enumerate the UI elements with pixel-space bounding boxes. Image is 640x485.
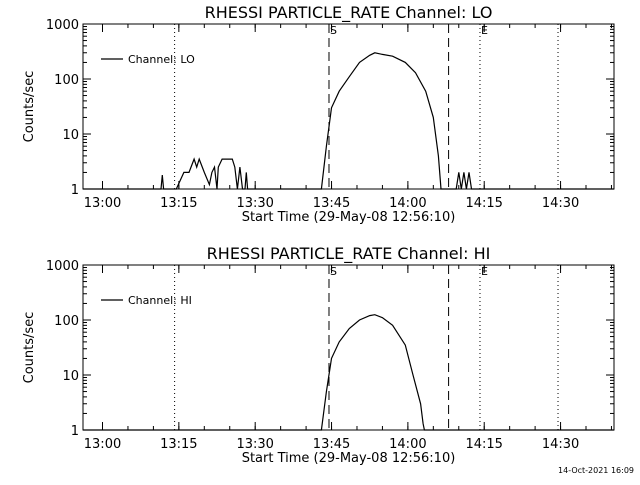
panel-2-x-tick-label: 14:15 [465, 437, 502, 452]
panel-1-x-tick-label: 14:00 [389, 196, 426, 211]
panel-2-plot-frame [82, 264, 615, 431]
panel-1-marker-label: S [330, 24, 337, 37]
panel-1-x-tick-label: 13:15 [160, 196, 197, 211]
panel-1-y-axis-label: Counts/sec [22, 71, 37, 143]
panel-1-x-tick-label: 13:00 [84, 196, 121, 211]
panel-2-y-tick-label: 100 [54, 314, 79, 329]
panel-2-legend-label: Channel: HI [128, 294, 192, 307]
panel-1-marker-label: E [481, 24, 488, 37]
panel-1-y-tick-label: 100 [54, 73, 79, 88]
panel-1-legend-label: Channel: LO [128, 53, 195, 66]
panel-1-y-tick-label: 1000 [46, 18, 79, 33]
panel-1-y-tick-label: 10 [62, 128, 79, 143]
panel-1-chart-title: RHESSI PARTICLE_RATE Channel: LO [205, 3, 493, 23]
panel-1-x-axis-label: Start Time (29-May-08 12:56:10) [242, 210, 456, 225]
panel-2-marker-label: S [330, 265, 337, 278]
panel-2-y-tick-label: 1000 [46, 259, 79, 274]
panel-2-x-tick-label: 13:00 [84, 437, 121, 452]
panel-2-x-axis-label: Start Time (29-May-08 12:56:10) [242, 451, 456, 466]
panel-2-y-tick-label: 10 [62, 369, 79, 384]
panel-1-plot-frame [82, 23, 615, 190]
timestamp-footer: 14-Oct-2021 16:09 [558, 466, 634, 475]
panel-2-marker-label: E [481, 265, 488, 278]
panel-2-y-tick-label: 1 [71, 424, 79, 439]
panel-2-series-line [83, 314, 614, 431]
panel-1-x-tick-label: 13:45 [313, 196, 350, 211]
panel-2-x-tick-label: 13:45 [313, 437, 350, 452]
panel-2-x-tick-label: 14:00 [389, 437, 426, 452]
panel-2-x-tick-label: 13:30 [236, 437, 273, 452]
panel-1-x-tick-label: 14:15 [465, 196, 502, 211]
panel-1-series-line [83, 52, 614, 190]
panel-1-y-tick-label: 1 [71, 183, 79, 198]
panel-2-chart-title: RHESSI PARTICLE_RATE Channel: HI [207, 244, 491, 264]
panel-2-y-axis-label: Counts/sec [22, 312, 37, 384]
panel-1-x-tick-label: 14:30 [542, 196, 579, 211]
panel-1-x-tick-label: 13:30 [236, 196, 273, 211]
panel-2-x-tick-label: 13:15 [160, 437, 197, 452]
panel-2-x-tick-label: 14:30 [542, 437, 579, 452]
